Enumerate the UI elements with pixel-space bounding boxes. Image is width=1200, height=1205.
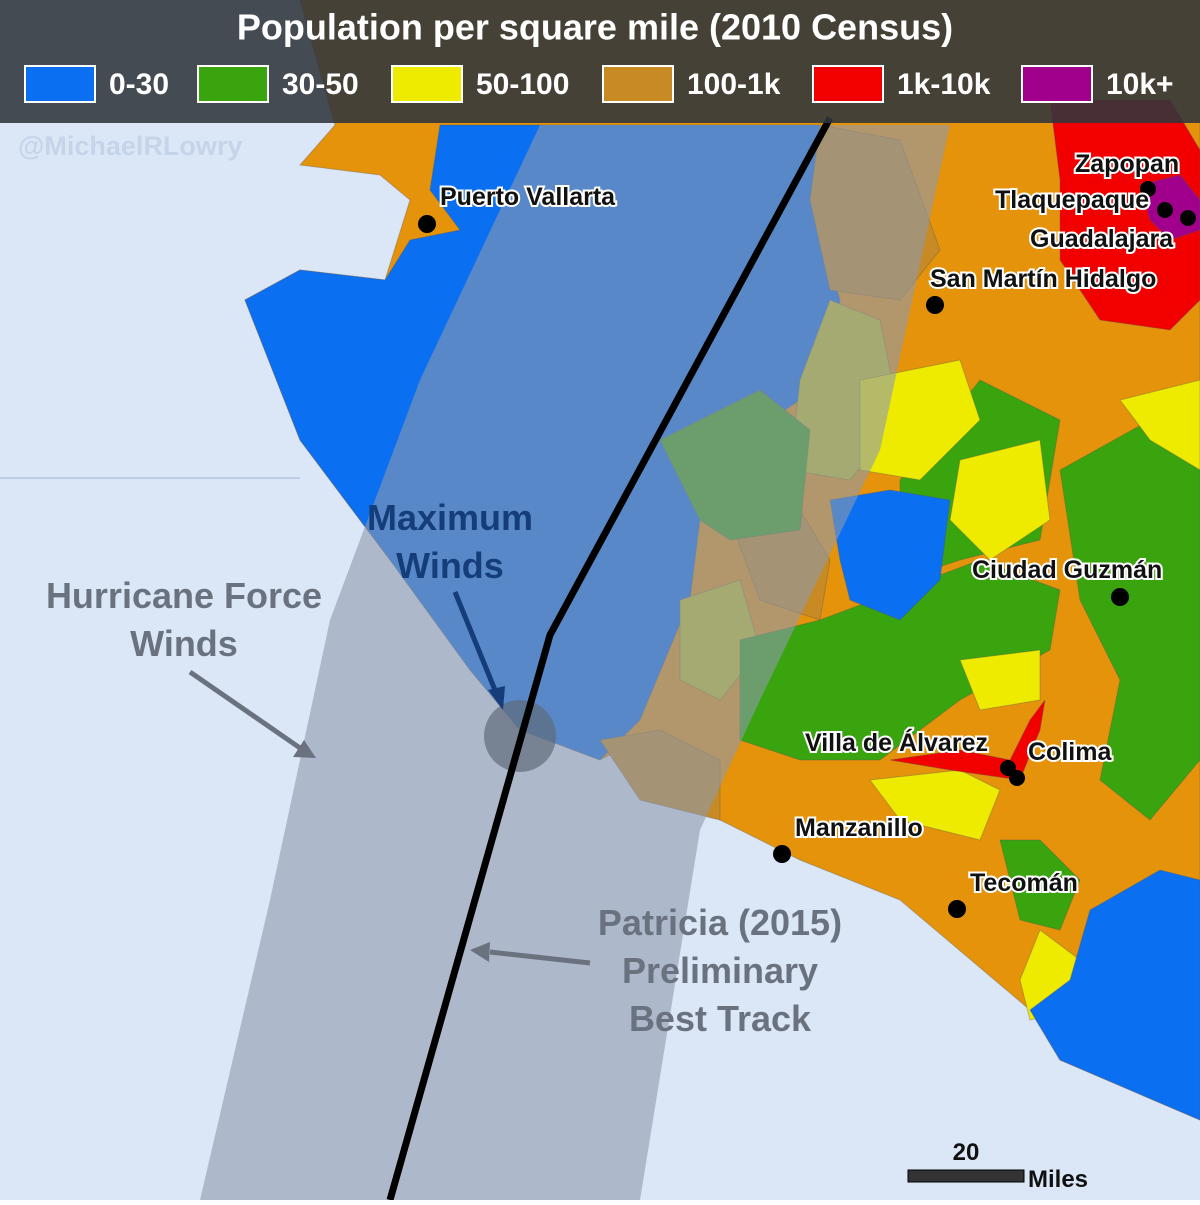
legend-label: 10k+ <box>1106 68 1174 101</box>
scale-unit: Miles <box>1028 1166 1088 1193</box>
region-yellow-3 <box>959 649 1041 711</box>
map-title: Population per square mile (2010 Census) <box>237 7 953 48</box>
legend-label: 30-50 <box>282 68 359 101</box>
legend-swatch <box>602 65 674 103</box>
city-label: Tlaquepaque <box>995 186 1149 214</box>
hurricane-force-winds-swath <box>200 125 950 1200</box>
cities: Puerto Vallarta Zapopan Tlaquepaque Guad… <box>418 148 1196 918</box>
annotation-line: Best Track <box>629 998 812 1039</box>
city-label: Tecomán <box>970 869 1078 897</box>
legend-swatch <box>197 65 269 103</box>
region-blue-mid <box>829 489 951 621</box>
city-dot <box>948 900 966 918</box>
scale-bar-rect <box>907 1169 1025 1183</box>
city-dot <box>1180 210 1196 226</box>
city-label: Ciudad Guzmán <box>972 556 1162 584</box>
city-label: Puerto Vallarta <box>440 183 616 211</box>
storm-track <box>386 116 834 1201</box>
legend-swatch <box>1021 65 1093 103</box>
region-yellow-4 <box>869 769 1001 841</box>
region-yellow-ne <box>1119 379 1200 471</box>
legend-label: 50-100 <box>476 68 569 101</box>
legend-swatch <box>812 65 884 103</box>
region-yellow-2 <box>949 439 1051 561</box>
arrow-head <box>470 942 490 962</box>
arrow <box>188 669 302 751</box>
city-label: Guadalajara <box>1030 225 1174 253</box>
scale-bar: 20 Miles <box>907 1139 1088 1193</box>
credit: @MichaelRLowry <box>18 131 242 161</box>
region-green-tecoman <box>999 839 1081 931</box>
city-dot <box>1111 588 1129 606</box>
city-label: Villa de Álvarez <box>805 728 988 757</box>
city-dot <box>773 845 791 863</box>
annotation-line: Maximum <box>367 497 533 538</box>
city-dot <box>1157 202 1173 218</box>
scale-value: 20 <box>953 1139 980 1166</box>
region-blue-se <box>1029 869 1200 1121</box>
city-label: Zapopan <box>1075 150 1179 178</box>
annotation-line: Winds <box>130 623 238 664</box>
annotation-line: Preliminary <box>622 950 818 991</box>
annotation-line: Hurricane Force <box>46 575 322 616</box>
legend-label: 0-30 <box>109 68 169 101</box>
city-dot <box>418 215 436 233</box>
region-red-colima <box>889 699 1046 781</box>
arrow <box>489 949 591 966</box>
legend-swatch <box>391 65 463 103</box>
arrow <box>452 591 500 696</box>
city-label: San Martín Hidalgo <box>930 265 1156 293</box>
city-label: Manzanillo <box>795 814 923 842</box>
legend: 0-30 30-50 50-100 100-1k 1k-10k 10k+ <box>24 65 1174 103</box>
city-label: Colima <box>1028 738 1112 766</box>
legend-label: 1k-10k <box>897 68 991 101</box>
legend-label: 100-1k <box>687 68 781 101</box>
city-dot <box>1140 181 1156 197</box>
city-dot <box>926 296 944 314</box>
arrow-head <box>488 686 505 710</box>
city-dot <box>1009 770 1025 786</box>
annotation-line: Winds <box>396 545 504 586</box>
annotations: Maximum Winds Hurricane Force Winds Patr… <box>46 497 842 1039</box>
annotation-line: Patricia (2015) <box>598 902 842 943</box>
arrow-head <box>293 740 316 758</box>
legend-swatch <box>24 65 96 103</box>
